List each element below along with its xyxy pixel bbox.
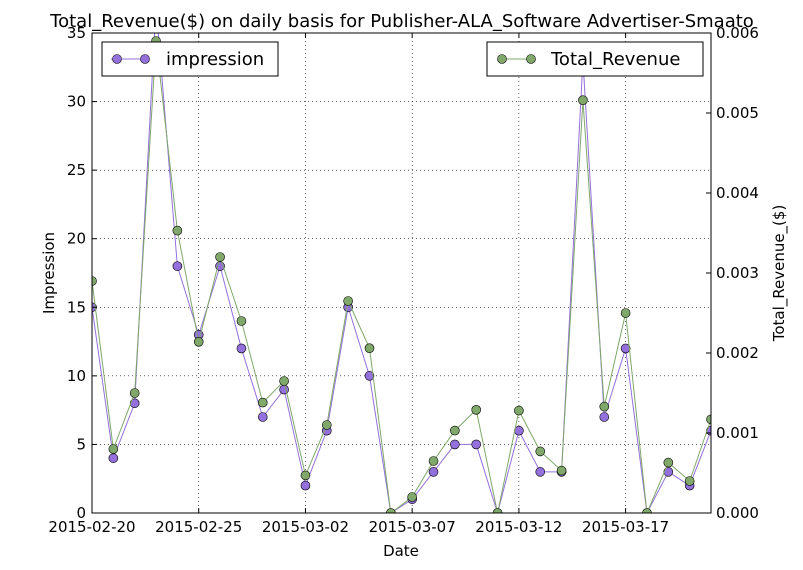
data-point-total-revenue bbox=[492, 508, 503, 513]
data-point-total-revenue bbox=[343, 296, 353, 306]
x-tick-label: 2015-03-07 bbox=[369, 518, 456, 536]
series-line-total-revenue bbox=[92, 40, 711, 513]
data-point-total-revenue bbox=[386, 508, 396, 513]
data-point-total-revenue bbox=[514, 405, 524, 416]
legend-marker-impression bbox=[112, 54, 122, 64]
y-tick-label-right: 0.001 bbox=[716, 424, 759, 442]
legend-marker-total-revenue bbox=[526, 54, 536, 64]
data-point-total-revenue bbox=[236, 316, 247, 326]
data-point-impression bbox=[236, 343, 247, 354]
x-tick-label: 2015-03-02 bbox=[262, 518, 349, 536]
x-tick-label: 2015-03-17 bbox=[582, 518, 669, 536]
x-axis-label: Date bbox=[383, 542, 419, 560]
y-tick-label-right: 0.005 bbox=[716, 104, 759, 122]
legend-impression: impression bbox=[101, 41, 279, 77]
x-tick-label: 2015-02-20 bbox=[48, 518, 135, 536]
y-tick-label-left: 35 bbox=[67, 24, 86, 42]
data-point-total-revenue bbox=[428, 456, 439, 466]
data-point-total-revenue bbox=[620, 308, 631, 318]
x-tick-label: 2015-02-25 bbox=[155, 518, 242, 536]
legend-label-total-revenue: Total_Revenue bbox=[550, 49, 680, 70]
data-point-impression bbox=[471, 439, 482, 450]
data-point-total-revenue bbox=[471, 404, 482, 415]
y-tick-label-left: 30 bbox=[67, 93, 86, 111]
legend-label-impression: impression bbox=[166, 49, 264, 70]
data-point-total-revenue bbox=[684, 476, 695, 486]
data-point-total-revenue bbox=[663, 457, 674, 468]
data-point-impression bbox=[108, 453, 119, 463]
data-point-total-revenue bbox=[193, 336, 204, 347]
data-point-impression bbox=[620, 343, 631, 354]
y-tick-label-right: 0.006 bbox=[716, 24, 759, 42]
y-tick-label-left: 0 bbox=[76, 504, 86, 522]
data-point-impression bbox=[428, 467, 439, 477]
data-point-impression bbox=[364, 371, 375, 381]
data-point-total-revenue bbox=[706, 414, 711, 425]
data-point-total-revenue bbox=[556, 465, 567, 476]
data-point-total-revenue bbox=[578, 95, 588, 105]
data-point-total-revenue bbox=[300, 470, 311, 481]
legend-total-revenue: Total_Revenue bbox=[486, 41, 704, 77]
data-point-total-revenue bbox=[215, 252, 225, 262]
data-point-total-revenue bbox=[407, 492, 417, 502]
axis-ticks: 2015-02-20 2015-02-25 2015-03-02 2015-03-07… bbox=[48, 24, 759, 536]
data-point-impression bbox=[535, 467, 546, 477]
data-point-total-revenue bbox=[172, 225, 183, 236]
plot-frame bbox=[91, 32, 712, 514]
data-point-total-revenue bbox=[257, 397, 268, 408]
data-point-impression bbox=[152, 1, 161, 10]
legend-marker-total-revenue bbox=[497, 54, 507, 64]
chart-title: Total_Revenue($) on daily basis for Publ… bbox=[49, 11, 754, 32]
data-point-impression bbox=[257, 412, 268, 422]
series-line-impression bbox=[92, 33, 711, 513]
data-point-impression bbox=[450, 439, 460, 450]
y-tick-label-left: 10 bbox=[67, 367, 86, 385]
data-point-total-revenue bbox=[364, 343, 375, 354]
x-tick-label: 2015-03-12 bbox=[475, 518, 562, 536]
data-point-total-revenue bbox=[108, 444, 119, 454]
data-point-impression bbox=[300, 480, 311, 491]
data-point-total-revenue bbox=[450, 425, 460, 436]
data-point-total-revenue bbox=[92, 276, 97, 286]
y-tick-label-left: 5 bbox=[76, 435, 86, 453]
data-point-impression bbox=[172, 261, 183, 271]
y-tick-label-right: 0.003 bbox=[716, 264, 759, 282]
data-point-total-revenue bbox=[279, 376, 289, 386]
data-point-total-revenue bbox=[535, 446, 546, 457]
y-tick-label-right: 0.004 bbox=[716, 184, 759, 202]
data-point-total-revenue bbox=[642, 508, 652, 513]
y-tick-label-left: 20 bbox=[67, 230, 86, 248]
data-point-total-revenue bbox=[129, 388, 140, 398]
y-tick-label-right: 0.002 bbox=[716, 344, 759, 362]
data-point-impression bbox=[663, 467, 674, 477]
data-point-total-revenue bbox=[599, 401, 610, 412]
y-axis-label-right: Total_Revenue_($) bbox=[770, 205, 789, 343]
y-tick-label-right: 0.000 bbox=[716, 504, 759, 522]
data-point-total-revenue bbox=[321, 420, 332, 430]
series-layer bbox=[92, 1, 711, 513]
data-point-impression bbox=[129, 398, 140, 409]
y-tick-label-left: 15 bbox=[67, 298, 86, 316]
y-axis-label-left: Impression bbox=[40, 232, 58, 314]
grid bbox=[91, 32, 711, 514]
legend-marker-impression bbox=[140, 54, 150, 64]
y-tick-label-left: 25 bbox=[67, 161, 86, 179]
data-point-impression bbox=[599, 412, 610, 422]
